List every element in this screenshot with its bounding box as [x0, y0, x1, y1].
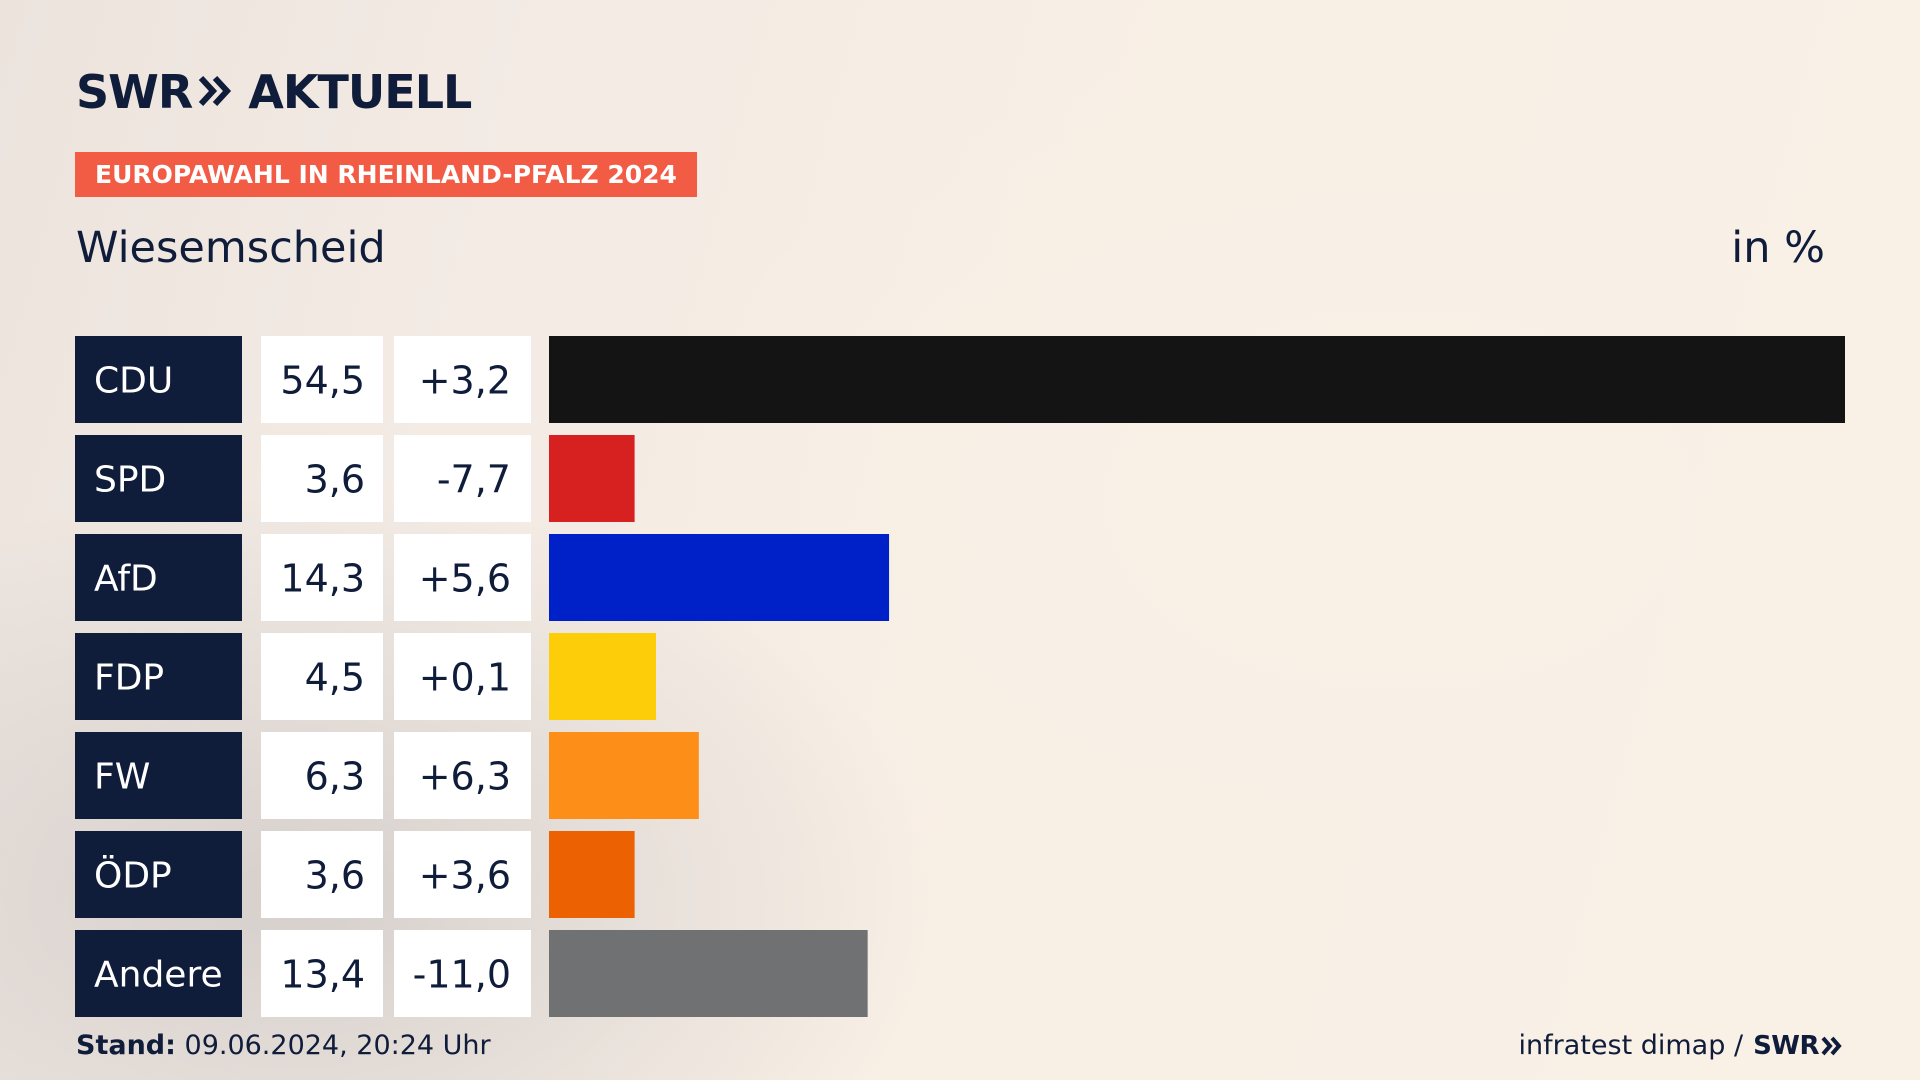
source-brand: SWR [1753, 1030, 1819, 1061]
vote-share-cell [261, 534, 383, 621]
party-name-label: Andere [94, 955, 223, 996]
vote-share-label: 14,3 [280, 557, 365, 601]
party-name-label: SPD [94, 460, 166, 501]
change-label: +3,2 [419, 359, 511, 403]
change-cell [394, 336, 531, 423]
result-bar [549, 336, 1845, 423]
change-label: +5,6 [419, 557, 511, 601]
vote-share-cell [261, 435, 383, 522]
change-cell [394, 435, 531, 522]
party-name-cell [75, 930, 242, 1017]
change-cell [394, 534, 531, 621]
party-name-label: FDP [94, 658, 164, 699]
double-chevron-icon [198, 65, 232, 119]
party-name-cell [75, 732, 242, 819]
change-label: +6,3 [419, 755, 511, 799]
change-label: -7,7 [437, 458, 511, 502]
vote-share-cell [261, 732, 383, 819]
change-cell [394, 732, 531, 819]
party-name-label: FW [94, 757, 150, 798]
party-name-cell [75, 534, 242, 621]
region-title: Wiesemscheid [76, 223, 386, 273]
source-credit: infratest dimap / SWR [1519, 1030, 1843, 1061]
party-name-cell [75, 336, 242, 423]
stand-value: 09.06.2024, 20:24 Uhr [184, 1030, 491, 1061]
vote-share-label: 6,3 [305, 755, 365, 799]
stand-label: Stand: [76, 1030, 176, 1061]
party-name-label: CDU [94, 361, 173, 402]
election-badge: EUROPAWAHL IN RHEINLAND-PFALZ 2024 [75, 152, 697, 197]
result-bar [549, 435, 635, 522]
vote-share-cell [261, 633, 383, 720]
party-name-cell [75, 831, 242, 918]
result-bar [549, 633, 657, 720]
result-bar [549, 831, 635, 918]
party-name-label: ÖDP [94, 855, 172, 897]
party-name-cell [75, 633, 242, 720]
unit-label: in % [1731, 223, 1825, 273]
swr-aktuell-logo: SWR AKTUELL [76, 64, 472, 120]
change-label: +3,6 [419, 854, 511, 898]
result-bar [549, 732, 699, 819]
change-label: +0,1 [419, 656, 511, 700]
double-chevron-icon [1821, 1036, 1842, 1055]
change-cell [394, 831, 531, 918]
vote-share-cell [261, 831, 383, 918]
change-cell [394, 930, 531, 1017]
result-bar [549, 930, 868, 1017]
vote-share-label: 4,5 [305, 656, 365, 700]
vote-share-label: 13,4 [280, 953, 365, 997]
vote-share-cell [261, 930, 383, 1017]
logo-brand: SWR [76, 65, 193, 119]
logo-product: AKTUELL [248, 65, 472, 119]
change-label: -11,0 [413, 953, 511, 997]
vote-share-cell [261, 336, 383, 423]
timestamp: Stand: 09.06.2024, 20:24 Uhr [76, 1030, 491, 1061]
source-label: infratest dimap / [1518, 1030, 1744, 1061]
change-cell [394, 633, 531, 720]
party-name-cell [75, 435, 242, 522]
vote-share-label: 3,6 [305, 854, 365, 898]
party-name-label: AfD [94, 559, 158, 600]
result-bar [549, 534, 890, 621]
vote-share-label: 54,5 [280, 359, 365, 403]
vote-share-label: 3,6 [305, 458, 365, 502]
